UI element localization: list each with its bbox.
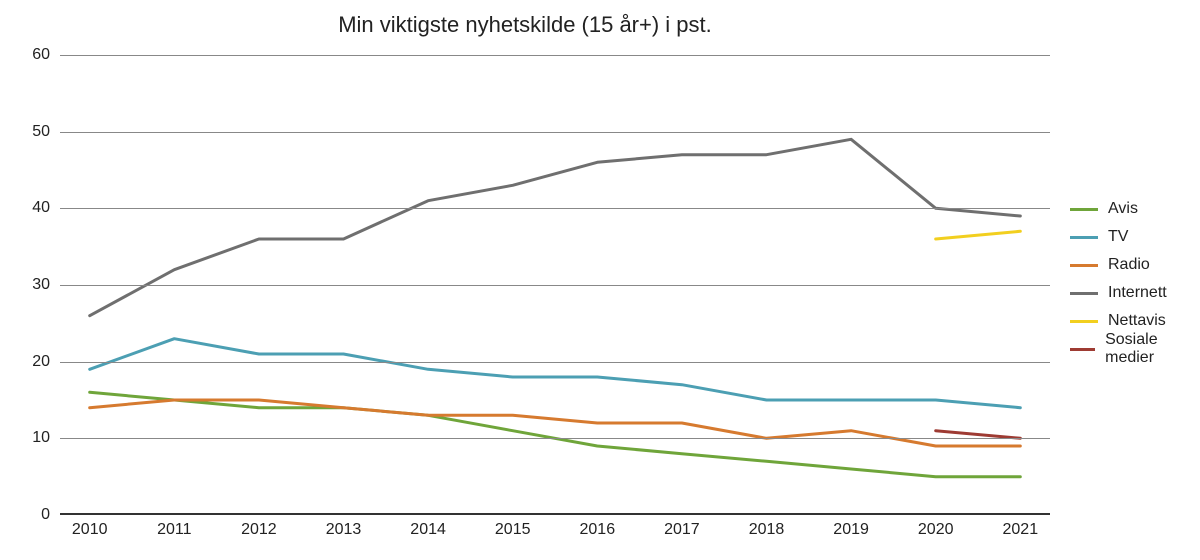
series-line <box>90 339 1021 408</box>
y-tick-label: 20 <box>10 353 50 371</box>
series-line <box>90 392 1021 476</box>
x-tick-label: 2012 <box>241 521 277 539</box>
y-tick-label: 30 <box>10 276 50 294</box>
legend-label: Sosiale medier <box>1105 331 1200 367</box>
legend-item: TV <box>1070 223 1200 251</box>
legend-label: Avis <box>1108 200 1138 218</box>
legend-swatch <box>1070 208 1098 211</box>
x-tick-label: 2017 <box>664 521 700 539</box>
y-tick-label: 50 <box>10 123 50 141</box>
series-line <box>90 139 1021 315</box>
legend-label: Internett <box>1108 284 1167 302</box>
legend-label: Radio <box>1108 256 1150 274</box>
legend-swatch <box>1070 348 1095 351</box>
x-axis-line <box>60 513 1050 515</box>
series-line <box>936 431 1021 439</box>
legend-swatch <box>1070 292 1098 295</box>
x-tick-label: 2019 <box>833 521 869 539</box>
x-tick-label: 2014 <box>410 521 446 539</box>
legend-label: Nettavis <box>1108 312 1166 330</box>
legend-swatch <box>1070 264 1098 267</box>
x-tick-label: 2021 <box>1003 521 1039 539</box>
series-line <box>936 231 1021 239</box>
legend-item: Avis <box>1070 195 1200 223</box>
gridline <box>60 55 1050 56</box>
y-tick-label: 0 <box>10 506 50 524</box>
x-tick-label: 2016 <box>580 521 616 539</box>
y-tick-label: 60 <box>10 46 50 64</box>
gridline <box>60 438 1050 439</box>
gridline <box>60 132 1050 133</box>
gridline <box>60 362 1050 363</box>
x-tick-label: 2020 <box>918 521 954 539</box>
x-tick-label: 2018 <box>749 521 785 539</box>
gridline <box>60 285 1050 286</box>
x-tick-label: 2013 <box>326 521 362 539</box>
legend-swatch <box>1070 236 1098 239</box>
legend: Avis TV Radio Internett Nettavis Sosiale medi… <box>1070 195 1200 363</box>
legend-swatch <box>1070 320 1098 323</box>
x-tick-label: 2010 <box>72 521 108 539</box>
x-tick-label: 2015 <box>495 521 531 539</box>
legend-label: TV <box>1108 228 1128 246</box>
legend-item: Internett <box>1070 279 1200 307</box>
legend-item: Radio <box>1070 251 1200 279</box>
y-tick-label: 10 <box>10 429 50 447</box>
gridline <box>60 208 1050 209</box>
y-tick-label: 40 <box>10 199 50 217</box>
chart-title: Min viktigste nyhetskilde (15 år+) i pst… <box>0 12 1050 38</box>
x-tick-label: 2011 <box>157 521 191 539</box>
legend-item: Sosiale medier <box>1070 335 1200 363</box>
chart-container: Min viktigste nyhetskilde (15 år+) i pst… <box>0 0 1200 560</box>
plot-area: 0102030405060201020112012201320142015201… <box>60 55 1050 515</box>
